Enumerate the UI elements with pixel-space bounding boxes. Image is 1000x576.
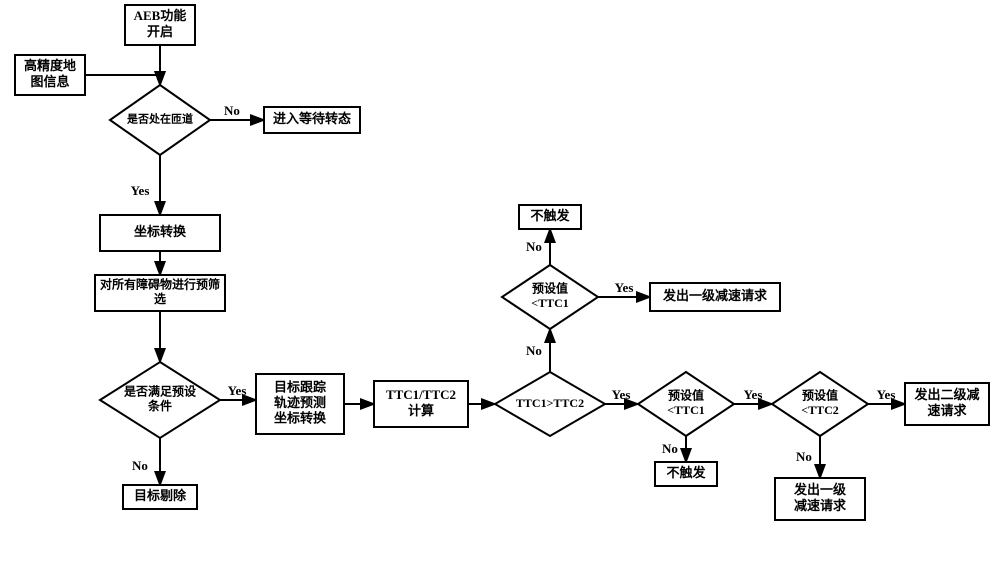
edge-label-11: No: [526, 239, 542, 254]
edge-label-10: No: [526, 343, 542, 358]
d_preset3-label: 预设值: [802, 388, 838, 403]
d_preset-label: 条件: [147, 398, 172, 413]
edge-label-14: No: [662, 441, 678, 456]
d_preset-label: 是否满足预设: [123, 384, 197, 399]
ttc_calc-label: 计算: [408, 403, 434, 418]
req_lvl1_b-label: 减速请求: [794, 498, 847, 513]
prescreen-label: 选: [154, 291, 166, 306]
map_info-label: 图信息: [30, 74, 69, 89]
edge-label-3: Yes: [131, 183, 150, 198]
req_lvl2-label: 速请求: [927, 403, 967, 418]
no_trigger1-label: 不触发: [530, 208, 570, 223]
track_pred-label: 轨迹预测: [274, 395, 326, 410]
d_preset3-label: <TTC2: [801, 403, 839, 417]
prescreen-label: 对所有障碍物进行预筛: [100, 277, 220, 292]
aeb_start-label: AEB功能: [134, 8, 187, 23]
edge-label-17: No: [796, 449, 812, 464]
edge-label-2: No: [224, 103, 240, 118]
ttc_calc-label: TTC1/TTC2: [386, 387, 456, 402]
edge-label-12: Yes: [615, 280, 634, 295]
req_lvl1_a-label: 发出一级减速请求: [662, 288, 768, 303]
edge-label-6: No: [132, 458, 148, 473]
coord_conv-label: 坐标转换: [134, 224, 187, 239]
map_info-label: 高精度地: [24, 58, 76, 73]
flowchart-diagram: No Yes No Yes No No Yes Yes No Yes Yes No AEB功能开启高精…: [0, 0, 1000, 576]
edge-label-13: Yes: [612, 387, 631, 402]
aeb_start-label: 开启: [147, 24, 173, 39]
req_lvl2-label: 发出二级减: [913, 387, 979, 402]
edge-label-15: Yes: [744, 387, 763, 402]
d_ramp-label: 是否处在匝道: [126, 112, 193, 126]
track_pred-label: 目标跟踪: [274, 379, 326, 394]
d_ttc_cmp-label: TTC1>TTC2: [516, 396, 584, 410]
edge-label-7: Yes: [228, 383, 247, 398]
target_rm-label: 目标剔除: [134, 488, 187, 503]
edge-map_info-d_ramp: [85, 75, 160, 85]
d_preset1-label: 预设值: [532, 281, 568, 296]
edge-label-16: Yes: [877, 387, 896, 402]
req_lvl1_b-label: 发出一级: [793, 482, 847, 497]
wait_state-label: 进入等待转态: [273, 111, 351, 126]
no_trigger2-label: 不触发: [666, 465, 706, 480]
d_preset1-label: <TTC1: [531, 296, 569, 310]
d_preset2-label: 预设值: [668, 388, 704, 403]
d_preset2-label: <TTC1: [667, 403, 705, 417]
track_pred-label: 坐标转换: [274, 411, 327, 426]
